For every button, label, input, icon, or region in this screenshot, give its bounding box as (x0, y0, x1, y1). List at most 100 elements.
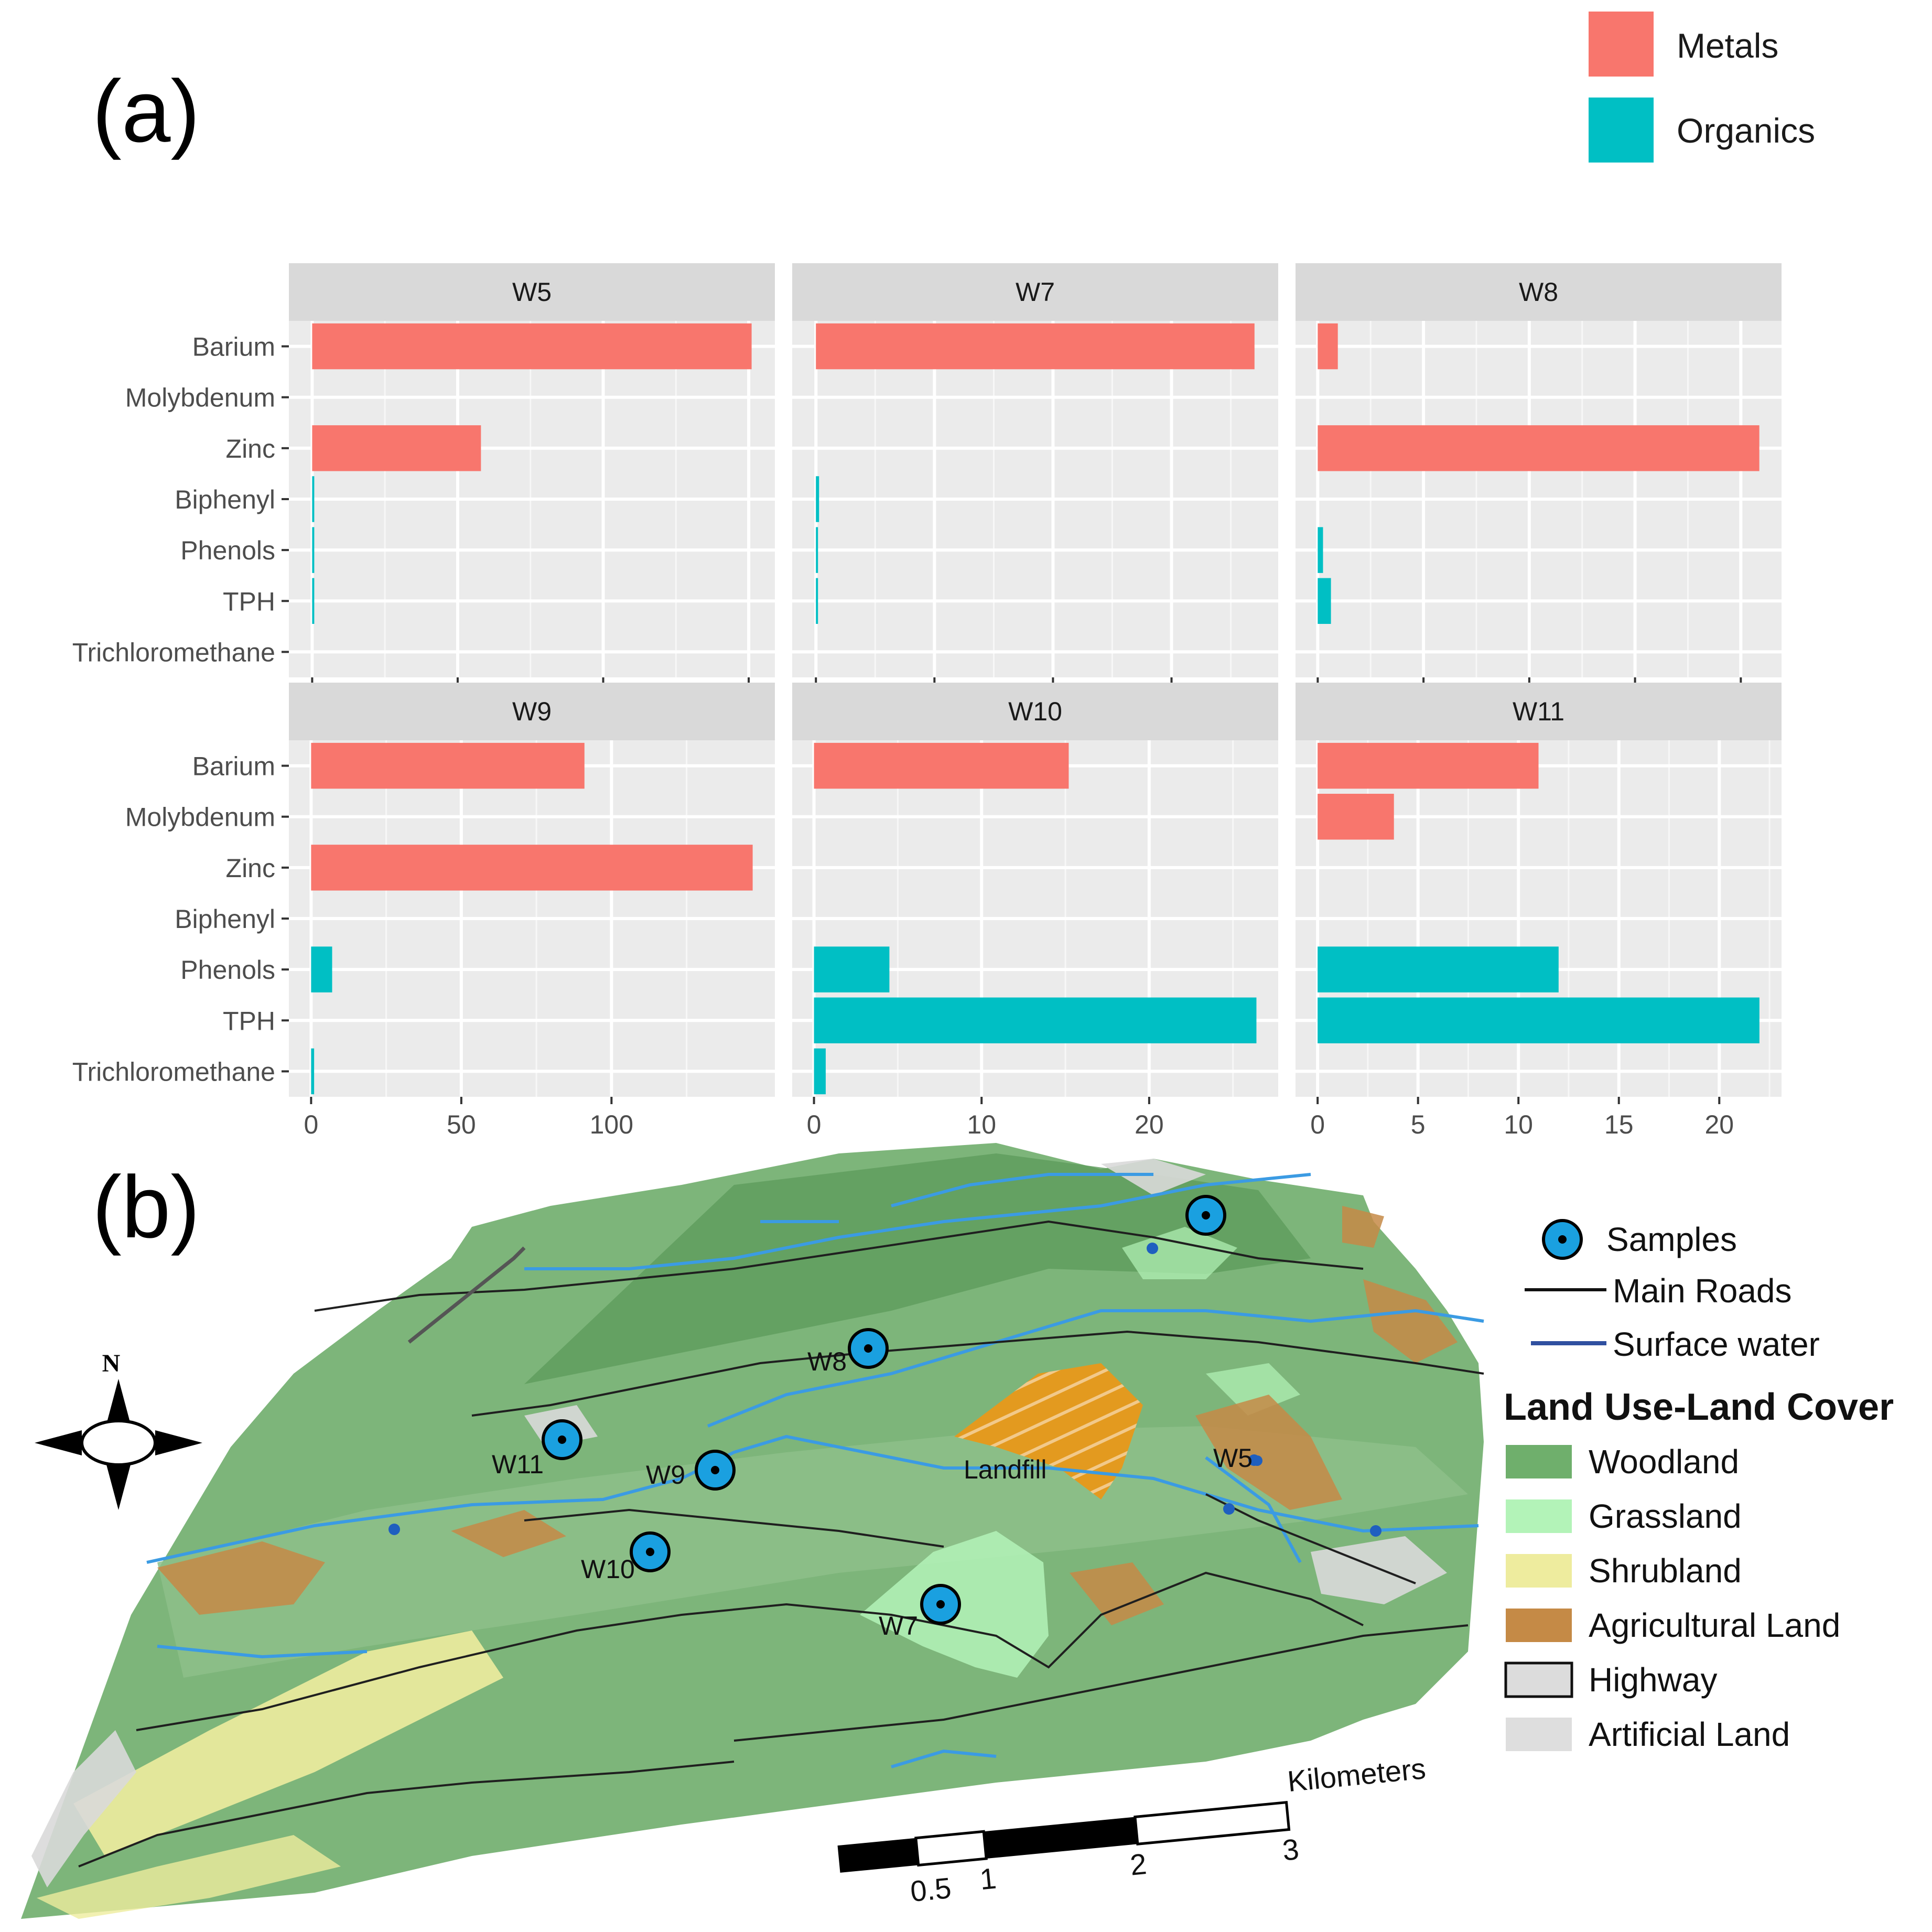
sample-label-w11: W11 (492, 1450, 544, 1479)
facet-strip (289, 263, 775, 321)
artificial-land-patch (31, 1730, 136, 1887)
bar-w8-tph (1318, 578, 1331, 624)
bar-w7-phenols (816, 527, 818, 573)
x-tick-label: 0 (807, 1110, 822, 1139)
grassland-patch (1122, 1227, 1237, 1279)
sample-marker-w7: W7 (879, 1584, 961, 1640)
bar-w9-phenols (311, 946, 332, 992)
agricultural-patch (451, 1510, 566, 1557)
x-tick-label: 10 (967, 1110, 996, 1139)
scale-label-3: 3 (1281, 1832, 1300, 1867)
agricultural-patch (1195, 1395, 1342, 1510)
legend-label-woodland: Woodland (1589, 1443, 1739, 1481)
legend-landcover-title: Land Use-Land Cover (1504, 1386, 1894, 1428)
artificial-land-patch (1311, 1536, 1447, 1604)
x-tick-label: 0 (304, 1110, 318, 1139)
facet-strip (1296, 683, 1782, 740)
bar-w5-zinc (312, 425, 481, 471)
scale-label-0-5: 0.5 (909, 1871, 953, 1908)
x-tick-label: 15 (1604, 1110, 1634, 1139)
sample-label-w10: W10 (581, 1555, 635, 1584)
sample-marker-w10: W10 (581, 1531, 671, 1584)
legend-swatch-agricultural-land (1506, 1609, 1572, 1642)
y-tick-label: TPH (223, 587, 275, 616)
y-tick-label: Biphenyl (175, 485, 275, 514)
legend-samples-label: Samples (1606, 1221, 1737, 1258)
facet-w9: W9 0 50 100 Barium Molybdenum Zinc Biphenyl Phen… (72, 683, 775, 1139)
facet-title: W7 (1016, 277, 1055, 307)
facet-strip (792, 683, 1278, 740)
legend-label-organics: Organics (1677, 111, 1815, 150)
y-tick-label: Phenols (180, 955, 275, 985)
legend-swatch-artificial-land (1506, 1718, 1572, 1751)
main-roads (78, 1220, 1484, 1868)
legend-swatch-grassland (1506, 1499, 1572, 1533)
x-tick-label: 10 (1504, 1110, 1533, 1139)
bar-w8-phenols (1318, 527, 1323, 573)
bar-w11-phenols (1318, 946, 1559, 992)
y-tick-label: Trichloromethane (72, 638, 275, 667)
agricultural-patch (1070, 1562, 1164, 1625)
surface-water (146, 1173, 1484, 1768)
legend-label-agricultural-land: Agricultural Land (1589, 1606, 1840, 1644)
legend-swatch-highway (1504, 1661, 1573, 1698)
legend-swatch-metals (1589, 12, 1654, 77)
panel-a-label: (a) (92, 62, 200, 160)
y-tick-label: Zinc (226, 854, 275, 883)
facet-strip (289, 683, 775, 740)
legend-swatch-shrubland (1506, 1554, 1572, 1588)
facet-title: W11 (1513, 697, 1564, 726)
facet-title: W5 (512, 277, 552, 307)
sample-label-w7: W7 (879, 1611, 918, 1640)
bar-w7-tph (816, 578, 818, 624)
facet-strip (1296, 263, 1782, 321)
facet-w5: W5051015BariumMolybdenumZincBiphenylPhen… (72, 263, 775, 720)
terrain-valley (157, 1426, 1468, 1678)
x-tick-label: 20 (1135, 1110, 1164, 1139)
agricultural-patch (1342, 1206, 1384, 1248)
sample-marker-w5: W5 (1213, 1443, 1262, 1473)
sample-label-w5: W5 (1213, 1443, 1253, 1473)
sample-marker-w8: W8 (807, 1328, 889, 1376)
facet-strip (792, 263, 1278, 321)
landcover-legend-items: Woodland Grassland Shrubland Agricultural L… (1504, 1443, 1840, 1753)
bar-w11-barium (1318, 742, 1539, 789)
facet-w11: W11 0 5 10 15 20 (1296, 683, 1782, 1139)
y-tick-label: Barium (192, 332, 275, 362)
shrubland-patch (73, 1631, 503, 1856)
y-tick-label: Zinc (226, 434, 275, 463)
bar-w9-trichloromethane (311, 1048, 315, 1095)
legend-label-grassland: Grassland (1589, 1497, 1742, 1535)
x-tick-label: 5 (1411, 1110, 1426, 1139)
facet-w10: W10 0 10 20 (792, 683, 1278, 1139)
legend-swatch-organics (1589, 98, 1654, 163)
y-tick-label: Trichloromethane (72, 1057, 275, 1086)
x-tick-label: 100 (590, 1110, 633, 1139)
sample-label-w8: W8 (807, 1347, 847, 1376)
legend-label-metals: Metals (1677, 26, 1778, 65)
scale-bar: 0.5 1 2 3 Kilometers (837, 1752, 1427, 1908)
map-legend: Samples Main Roads Surface water Land Us… (1504, 1219, 1894, 1753)
legend-water-label: Surface water (1613, 1325, 1820, 1363)
legend-swatch-woodland (1506, 1445, 1572, 1478)
legend-label-highway: Highway (1589, 1661, 1717, 1699)
bar-w5-tph (312, 578, 315, 624)
facet-w7: W70369 (792, 263, 1278, 720)
chart-legend: Metals Organics (1589, 12, 1815, 163)
bar-w5-biphenyl (312, 476, 315, 522)
north-arrow: N (35, 1350, 202, 1510)
bar-w8-zinc (1318, 425, 1760, 471)
bar-w9-barium (311, 742, 585, 789)
sample-marker-w11: W11 (492, 1419, 582, 1479)
highway-line (407, 1246, 526, 1344)
y-tick-label: TPH (223, 1006, 275, 1035)
shrubland-patch (37, 1835, 341, 1919)
landfill-label: Landfill (964, 1455, 1046, 1484)
sample-marker-top (1185, 1195, 1226, 1236)
legend-label-artificial-land: Artificial Land (1589, 1715, 1790, 1753)
bar-w10-barium (814, 742, 1069, 789)
bar-w7-biphenyl (816, 476, 819, 522)
y-tick-label: Molybdenum (125, 803, 275, 832)
terrain-dark-ridge (524, 1153, 1311, 1384)
